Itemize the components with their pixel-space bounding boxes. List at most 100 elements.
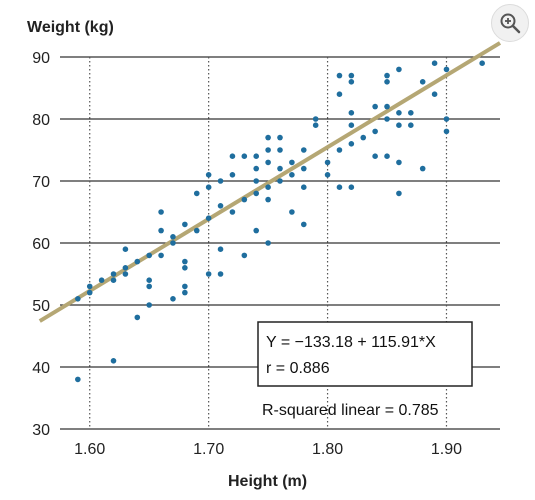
data-point — [217, 178, 224, 184]
data-point — [372, 128, 378, 135]
data-point — [193, 190, 200, 197]
data-point — [300, 165, 307, 172]
data-point — [384, 103, 390, 110]
y-tick-label: 30 — [32, 422, 50, 439]
data-point — [229, 209, 236, 215]
data-point — [75, 376, 81, 383]
data-point — [348, 141, 355, 147]
data-point — [110, 277, 117, 284]
x-tick-label: 1.80 — [312, 441, 343, 458]
y-tick-label: 40 — [32, 360, 50, 377]
data-point — [170, 234, 176, 240]
data-point — [122, 265, 129, 271]
data-point — [122, 271, 129, 277]
x-tick-label: 1.70 — [193, 441, 224, 458]
data-point — [265, 184, 271, 190]
data-point — [98, 277, 105, 284]
data-point — [158, 227, 164, 234]
x-ticks: 1.60 1.70 1.80 1.90 — [74, 441, 462, 458]
data-point — [229, 172, 236, 178]
y-tick-label: 80 — [32, 112, 50, 129]
data-point — [419, 165, 426, 172]
data-points — [75, 60, 485, 383]
data-point — [253, 153, 260, 159]
data-point — [396, 110, 402, 116]
equation-line: Y = −133.18 + 115.91*X — [266, 334, 436, 351]
data-point — [265, 159, 271, 166]
data-point — [384, 79, 390, 85]
r-value-line: r = 0.886 — [266, 360, 330, 377]
x-axis-title: Height (m) — [228, 473, 307, 490]
data-point — [217, 271, 224, 277]
data-point — [110, 358, 117, 364]
y-tick-label: 60 — [32, 236, 50, 253]
data-point — [289, 172, 295, 178]
data-point — [170, 240, 176, 246]
data-point — [146, 252, 152, 259]
data-point — [134, 314, 141, 321]
data-point — [443, 128, 450, 135]
y-ticks: 30 40 50 60 70 80 90 — [32, 50, 50, 439]
data-point — [158, 209, 164, 215]
data-point — [396, 159, 402, 166]
data-point — [253, 227, 260, 234]
data-point — [182, 283, 188, 290]
r-squared-label: R-squared linear = 0.785 — [262, 402, 439, 419]
data-point — [170, 296, 176, 302]
data-point — [312, 122, 319, 128]
data-point — [396, 122, 402, 128]
data-point — [146, 302, 152, 308]
data-point — [348, 110, 355, 116]
data-point — [182, 265, 188, 271]
data-point — [408, 122, 414, 128]
data-point — [217, 203, 224, 209]
data-point — [431, 60, 438, 66]
data-point — [265, 134, 271, 141]
data-point — [205, 172, 212, 178]
data-point — [241, 252, 248, 259]
data-point — [384, 72, 390, 79]
data-point — [217, 246, 224, 252]
data-point — [408, 110, 414, 116]
data-point — [419, 79, 426, 85]
regression-layer — [38, 41, 502, 323]
data-point — [146, 283, 152, 290]
data-point — [122, 246, 129, 252]
data-point — [348, 79, 355, 85]
data-point — [300, 221, 307, 228]
data-point — [348, 184, 355, 190]
zoom-button[interactable] — [491, 4, 529, 42]
data-point — [312, 116, 319, 122]
data-point — [193, 227, 200, 234]
data-point — [443, 116, 450, 122]
data-point — [265, 240, 271, 246]
data-point — [336, 147, 343, 153]
data-point — [86, 283, 93, 290]
data-point — [241, 196, 248, 203]
data-point — [360, 134, 367, 141]
data-point — [336, 72, 343, 79]
data-point — [324, 172, 331, 178]
data-point — [75, 296, 81, 302]
zoom-in-icon — [500, 13, 521, 34]
data-point — [205, 184, 212, 190]
x-tick-label: 1.90 — [431, 441, 462, 458]
data-point — [431, 91, 438, 97]
data-point — [372, 153, 378, 159]
data-point — [182, 258, 188, 265]
data-point — [289, 209, 295, 215]
data-point — [277, 165, 283, 172]
data-point — [229, 153, 236, 159]
data-point — [205, 271, 212, 277]
data-point — [265, 196, 271, 203]
data-point — [443, 66, 450, 73]
data-point — [289, 159, 295, 166]
data-point — [396, 66, 402, 73]
data-point — [336, 184, 343, 190]
data-point — [300, 184, 307, 190]
data-point — [134, 258, 141, 265]
data-point — [479, 60, 485, 66]
data-point — [277, 147, 283, 153]
data-point — [396, 190, 402, 197]
